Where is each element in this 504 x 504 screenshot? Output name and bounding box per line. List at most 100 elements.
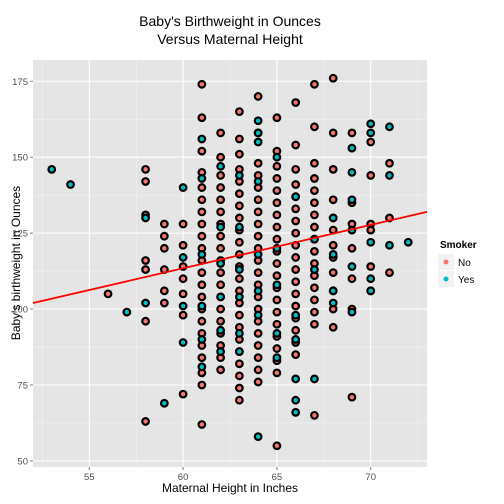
data-point-no <box>328 73 338 83</box>
data-point-yes <box>216 325 226 335</box>
data-point-no <box>178 240 188 250</box>
data-point-no <box>234 134 244 144</box>
data-point-no <box>216 171 226 180</box>
data-point-no <box>347 274 357 284</box>
data-point-yes <box>178 338 188 347</box>
data-point-yes <box>141 213 150 223</box>
data-point-no <box>291 140 301 150</box>
data-point-yes <box>347 262 357 271</box>
data-point-no <box>197 380 207 390</box>
data-point-yes <box>291 407 301 417</box>
data-point-no <box>178 289 188 299</box>
data-point-no <box>178 389 188 399</box>
data-point-no <box>197 113 207 123</box>
data-point-no <box>234 237 244 247</box>
data-point-yes <box>178 253 188 262</box>
data-points <box>47 73 413 451</box>
y-tick-label: 175 <box>12 77 28 88</box>
y-tick-label: 125 <box>12 229 28 240</box>
data-point-yes <box>216 292 226 302</box>
data-point-no <box>291 180 301 189</box>
data-point-yes <box>385 240 394 250</box>
data-point-no <box>366 137 376 147</box>
data-point-no <box>234 383 244 393</box>
data-point-yes <box>310 265 319 274</box>
data-point-yes <box>347 143 357 153</box>
data-point-no <box>310 222 319 232</box>
data-point-yes <box>403 237 413 247</box>
data-point-no <box>366 171 376 180</box>
data-point-no <box>272 174 282 183</box>
data-point-no <box>272 368 282 378</box>
data-point-yes <box>122 307 132 317</box>
data-point-no <box>272 186 282 196</box>
data-point-no <box>347 392 357 402</box>
data-point-yes <box>253 286 263 296</box>
data-point-no <box>197 207 207 217</box>
data-point-no <box>197 420 207 429</box>
data-point-no <box>159 243 169 253</box>
data-point-no <box>272 271 282 281</box>
data-point-no <box>272 441 282 451</box>
data-point-yes <box>310 374 319 384</box>
data-point-yes <box>291 335 301 344</box>
data-point-yes <box>141 298 150 308</box>
data-point-no <box>234 149 244 159</box>
data-point-no <box>216 183 226 192</box>
data-point-no <box>272 198 282 208</box>
data-point-no <box>216 304 226 314</box>
data-point-no <box>216 280 226 290</box>
data-point-yes <box>197 301 207 311</box>
data-point-no <box>141 417 150 426</box>
data-point-no <box>141 265 150 274</box>
data-point-yes <box>366 119 376 129</box>
data-point-no <box>291 228 301 238</box>
data-point-yes <box>328 213 338 223</box>
data-point-no <box>234 359 244 369</box>
data-point-yes <box>216 222 226 232</box>
data-point-no <box>253 219 263 229</box>
data-point-yes <box>291 374 301 384</box>
legend-label-no: No <box>458 258 471 269</box>
data-point-yes <box>216 259 226 268</box>
data-point-yes <box>385 171 394 180</box>
data-point-no <box>253 341 263 350</box>
data-point-yes <box>234 171 244 180</box>
data-point-yes <box>291 395 301 405</box>
data-point-yes <box>385 122 394 132</box>
data-point-yes <box>253 432 263 442</box>
data-point-yes <box>253 128 263 138</box>
data-point-no <box>328 240 338 250</box>
data-point-no <box>272 307 282 317</box>
data-point-no <box>216 268 226 278</box>
data-point-no <box>216 128 226 138</box>
data-point-no <box>159 219 169 229</box>
data-point-no <box>178 219 188 229</box>
data-point-yes <box>253 177 263 186</box>
data-point-no <box>234 395 244 405</box>
data-point-yes <box>253 310 263 320</box>
data-point-no <box>197 146 207 156</box>
data-point-yes <box>234 292 244 302</box>
data-point-yes <box>328 286 338 296</box>
data-point-no <box>291 289 301 299</box>
data-point-no <box>310 79 319 89</box>
data-point-no <box>291 164 301 174</box>
data-point-no <box>216 243 226 253</box>
data-point-yes <box>197 134 207 144</box>
data-point-yes <box>197 362 207 372</box>
data-point-no <box>216 231 226 241</box>
data-point-yes <box>234 347 244 356</box>
y-tick-label: 75 <box>17 380 28 391</box>
data-point-no <box>103 289 113 299</box>
data-point-no <box>141 256 150 265</box>
data-point-yes <box>178 301 188 311</box>
data-point-no <box>310 186 319 196</box>
data-point-no <box>385 158 394 168</box>
data-point-no <box>328 128 338 138</box>
x-tick-label: 70 <box>365 472 376 483</box>
data-point-yes <box>291 192 301 202</box>
data-point-yes <box>347 195 357 205</box>
data-point-no <box>253 207 263 217</box>
